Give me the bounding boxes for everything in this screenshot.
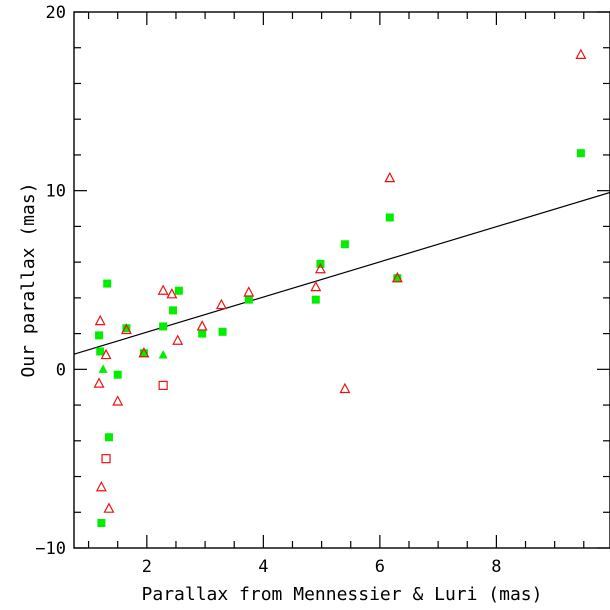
x-tick-label: 6 [375,557,385,577]
data-point-filled-square [139,349,148,358]
fit-line-layer [73,191,610,355]
y-tick-label: 0 [56,360,66,380]
data-point-filled-triangle [98,364,108,373]
data-point-filled-square [104,433,113,442]
data-point-open-triangle [93,377,105,388]
data-point-open-triangle [314,262,326,274]
x-tick-label: 8 [491,557,501,577]
data-point-filled-square [96,347,105,356]
data-point-filled-square [97,518,106,527]
data-point-filled-square [103,279,112,288]
axes-layer: 2 4 6 8 −10 0 10 20 [35,3,610,577]
data-point-filled-square [393,274,402,283]
data-point-filled-square [198,329,207,338]
data-point-open-triangle [575,48,587,59]
data-points-layer [93,48,587,527]
data-point-filled-square [385,213,394,222]
data-point-open-triangle [112,395,124,406]
data-point-filled-triangle [158,350,168,359]
data-point-filled-square [340,240,349,249]
data-point-open-triangle [243,286,255,297]
data-point-open-triangle [310,280,322,292]
data-point-filled-square [244,295,253,304]
y-tick-label: 20 [46,3,66,23]
data-point-open-triangle [166,288,178,299]
data-point-open-triangle [172,334,184,345]
x-axis-label: Parallax from Mennessier & Luri (mas) [142,584,543,605]
data-point-filled-square [311,295,320,304]
x-tick-label: 4 [258,557,268,577]
data-point-filled-square [95,331,104,340]
plot-frame [73,11,610,549]
data-point-open-triangle [103,502,115,513]
data-point-open-triangle [100,348,112,360]
data-point-filled-square [169,306,178,315]
data-point-open-triangle [95,480,107,492]
data-point-open-square [101,454,111,464]
y-tick-label: −10 [35,539,66,559]
x-tick-label: 2 [142,557,152,577]
data-point-open-triangle [339,382,351,394]
data-point-open-triangle [196,320,208,331]
y-axis-label: Our parallax (mas) [18,182,39,377]
data-point-open-triangle [157,284,169,295]
data-point-filled-square [576,149,585,158]
data-point-open-triangle [215,298,227,310]
data-point-open-triangle [391,271,403,283]
data-point-filled-square [174,286,183,295]
data-point-open-triangle [120,323,132,335]
fit-line [73,191,610,355]
data-point-open-triangle [94,314,106,326]
data-point-filled-square [218,327,227,336]
data-point-open-square [158,380,168,391]
data-point-filled-square [159,322,168,331]
data-point-filled-square [113,370,122,379]
data-point-open-triangle [138,346,150,358]
y-tick-label: 10 [46,182,66,202]
data-point-open-triangle [384,171,396,183]
